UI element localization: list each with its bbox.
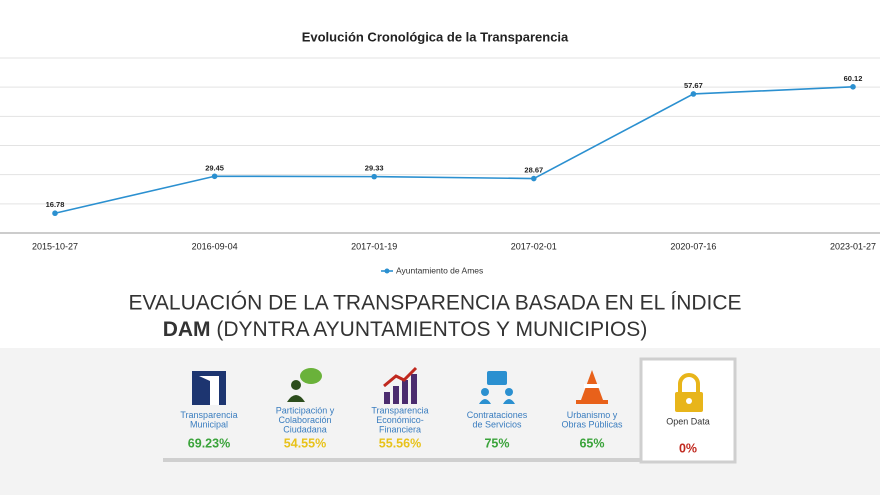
card-value: 54.55% xyxy=(284,436,326,450)
series-line xyxy=(54,86,854,215)
x-tick-label: 2016-09-04 xyxy=(192,241,238,251)
icon-finance xyxy=(383,366,418,404)
card-label: Participación y xyxy=(276,405,335,415)
card-label: de Servicios xyxy=(472,419,522,429)
card-label: Económico- xyxy=(376,415,424,425)
card-label: Colaboración xyxy=(278,415,331,425)
card-label: Transparencia xyxy=(180,410,237,420)
icon-lock xyxy=(675,373,703,412)
icon-cone xyxy=(576,370,608,404)
card-label: Ciudadana xyxy=(283,424,327,434)
card-label: Contrataciones xyxy=(467,410,528,420)
x-tick-label: 2017-01-19 xyxy=(351,241,397,251)
data-label: 57.67 xyxy=(684,81,703,90)
section-title: EVALUACIÓN DE LA TRANSPARENCIA BASADA EN… xyxy=(128,292,741,315)
point xyxy=(531,175,537,182)
card-value: 0% xyxy=(679,441,697,455)
card-label: Municipal xyxy=(190,419,228,429)
card-value: 69.23% xyxy=(188,436,230,450)
x-tick-label: 2015-10-27 xyxy=(32,241,78,251)
lower-background xyxy=(0,348,880,495)
icon-door xyxy=(192,371,226,405)
data-label: 60.12 xyxy=(844,74,863,83)
x-tick-label: 2023-01-27 xyxy=(830,241,876,251)
card-label: Transparencia xyxy=(371,405,428,415)
point xyxy=(690,91,697,97)
point xyxy=(850,84,856,90)
card-value: 55.56% xyxy=(379,436,421,450)
section-title-rest: (DYNTRA AYUNTAMIENTOS Y MUNICIPIOS) xyxy=(216,318,647,341)
section-subtitle: DAM (DYNTRA AYUNTAMIENTOS Y MUNICIPIOS) xyxy=(163,318,648,341)
cards-baseline xyxy=(163,458,735,462)
point xyxy=(371,173,378,180)
data-label: 29.33 xyxy=(365,164,384,173)
card-label: Urbanismo y xyxy=(567,410,618,420)
card-value: 65% xyxy=(579,436,604,450)
data-label: 28.67 xyxy=(524,166,543,175)
section-title-bold: DAM xyxy=(163,318,211,341)
chart-title: Evolución Cronológica de la Transparenci… xyxy=(302,29,569,44)
x-tick-label: 2017-02-01 xyxy=(511,241,557,251)
card-label: Financiera xyxy=(379,424,421,434)
data-label: 29.45 xyxy=(205,163,224,172)
data-label: 16.78 xyxy=(46,200,65,209)
card-label: Open Data xyxy=(666,416,710,426)
legend-marker-dot xyxy=(384,268,390,274)
legend-label: Ayuntamiento de Ames xyxy=(396,265,483,275)
card-value: 75% xyxy=(484,436,509,450)
card-label: Obras Públicas xyxy=(561,419,623,429)
x-tick-label: 2020-07-16 xyxy=(670,241,716,251)
icon-chat xyxy=(287,368,322,402)
point xyxy=(52,210,58,217)
point xyxy=(211,173,218,180)
icon-contracts xyxy=(479,371,515,404)
